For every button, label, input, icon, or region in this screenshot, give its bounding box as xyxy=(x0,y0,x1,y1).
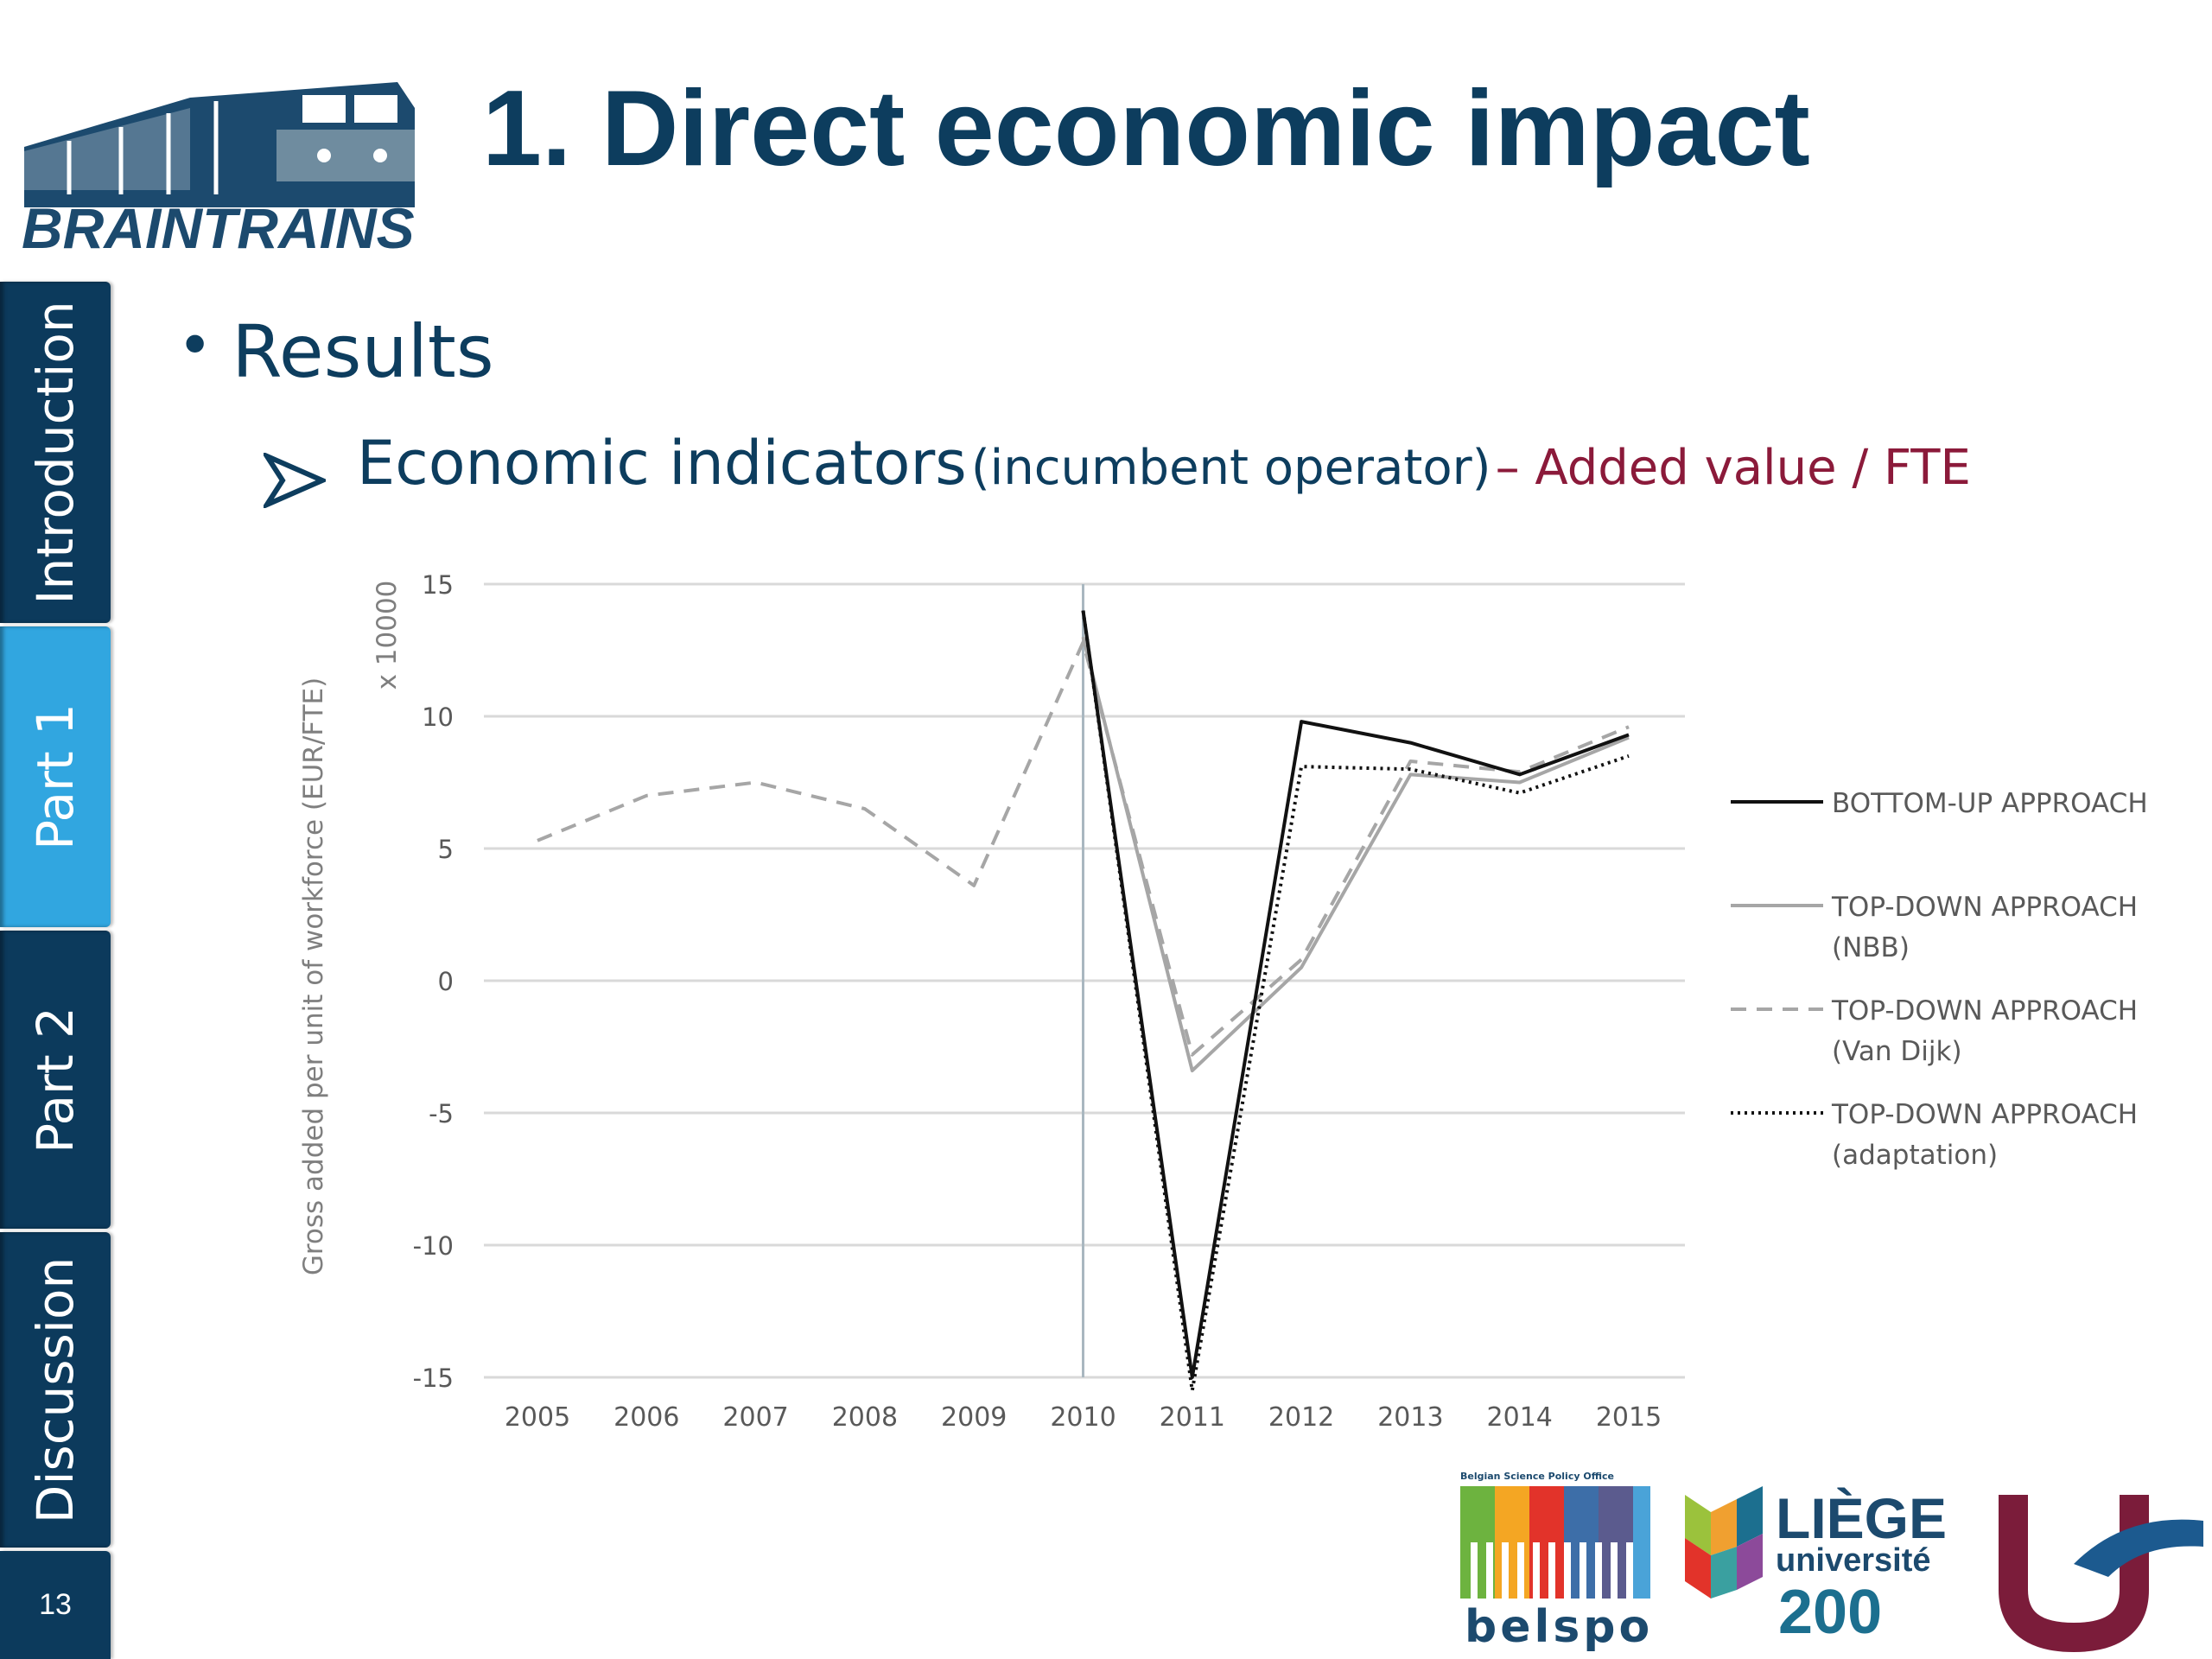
legend-label: TOP-DOWN APPROACH xyxy=(1831,1099,2138,1130)
y-tick-label: -10 xyxy=(413,1231,454,1261)
y-tick-label: 0 xyxy=(438,967,454,996)
bullet-2-main: Economic indicators xyxy=(357,428,967,499)
bullet-economic-indicators: Economic indicators (incumbent operator)… xyxy=(264,428,1971,508)
x-tick-label: 2013 xyxy=(1377,1402,1443,1433)
y-axis-multiplier: x 10000 xyxy=(372,581,403,690)
arrowhead-bullet-icon xyxy=(264,452,326,508)
series-line xyxy=(1081,610,1630,1393)
x-tick-label: 2005 xyxy=(505,1402,570,1433)
nav-tab-part-1[interactable]: Part 1 xyxy=(0,626,111,927)
page-number: 13 xyxy=(0,1551,111,1659)
legend-label: (Van Dijk) xyxy=(1832,1036,1962,1067)
belspo-logo: Belgian Science Policy Office belspo xyxy=(1460,1471,1653,1653)
bullet-results: • Results xyxy=(177,309,494,394)
braintrains-logo: BRAINTRAINS xyxy=(22,82,415,255)
svg-text:belspo: belspo xyxy=(1465,1601,1653,1653)
x-tick-label: 2014 xyxy=(1487,1402,1553,1433)
x-tick-label: 2011 xyxy=(1160,1402,1225,1433)
chart-legend: BOTTOM-UP APPROACH TOP-DOWN APPROACH (NBB)… xyxy=(1731,788,2148,1171)
legend-label: (adaptation) xyxy=(1832,1140,1998,1171)
nav-tab-part-2[interactable]: Part 2 xyxy=(0,931,111,1229)
chart-series xyxy=(537,610,1630,1393)
nav-tab-discussion[interactable]: Discussion xyxy=(0,1232,111,1548)
slide-title: 1. Direct economic impact xyxy=(482,69,1810,188)
x-tick-label: 2009 xyxy=(941,1402,1007,1433)
series-line xyxy=(1081,636,1630,1073)
university-u-logo xyxy=(1999,1495,2203,1653)
svg-text:LIÈGE: LIÈGE xyxy=(1776,1486,1947,1550)
bullet-dot-icon: • xyxy=(177,310,213,381)
sponsor-logos: Belgian Science Policy Office belspo LIÈ… xyxy=(1460,1471,2203,1653)
y-tick-label: -5 xyxy=(429,1099,454,1128)
y-tick-label: 10 xyxy=(422,702,454,732)
x-tick-label: 2010 xyxy=(1050,1402,1116,1433)
svg-text:Belgian Science Policy Office: Belgian Science Policy Office xyxy=(1460,1471,1614,1482)
bullet-2-accent: – Added value / FTE xyxy=(1495,440,1971,496)
x-tick-label: 2015 xyxy=(1596,1402,1662,1433)
bullet-2-paren: (incumbent operator) xyxy=(970,440,1491,496)
x-axis-ticks: 2005 2006 2007 2008 2009 2010 2011 2012 2013 2014… xyxy=(505,1402,1662,1433)
y-tick-label: 5 xyxy=(438,835,454,864)
svg-text:200: 200 xyxy=(1778,1578,1882,1647)
x-tick-label: 2007 xyxy=(722,1402,788,1433)
y-axis-ticks: 15 10 5 0 -5 -10 -15 xyxy=(413,570,454,1393)
y-tick-label: 15 xyxy=(422,570,454,600)
side-navigation: Introduction Part 1 Part 2 Discussion xyxy=(0,282,114,1659)
series-line xyxy=(537,640,1630,1057)
nav-tab-introduction[interactable]: Introduction xyxy=(0,282,111,623)
legend-label: TOP-DOWN APPROACH xyxy=(1831,995,2138,1027)
legend-label: (NBB) xyxy=(1832,932,1910,963)
legend-label: BOTTOM-UP APPROACH xyxy=(1832,788,2148,819)
chart-grid xyxy=(484,582,1685,1379)
x-tick-label: 2006 xyxy=(613,1402,679,1433)
y-tick-label: -15 xyxy=(413,1363,454,1393)
liege-universite-logo: LIÈGE université 200 xyxy=(1685,1486,1947,1647)
x-tick-label: 2012 xyxy=(1268,1402,1334,1433)
x-tick-label: 2008 xyxy=(832,1402,898,1433)
legend-label: TOP-DOWN APPROACH xyxy=(1831,892,2138,923)
svg-text:BRAINTRAINS: BRAINTRAINS xyxy=(22,196,415,255)
series-line xyxy=(1081,610,1630,1379)
y-axis-label: Gross added per unit of workforce (EUR/F… xyxy=(298,677,329,1275)
svg-text:université: université xyxy=(1776,1542,1931,1579)
bullet-results-text: Results xyxy=(232,309,494,394)
